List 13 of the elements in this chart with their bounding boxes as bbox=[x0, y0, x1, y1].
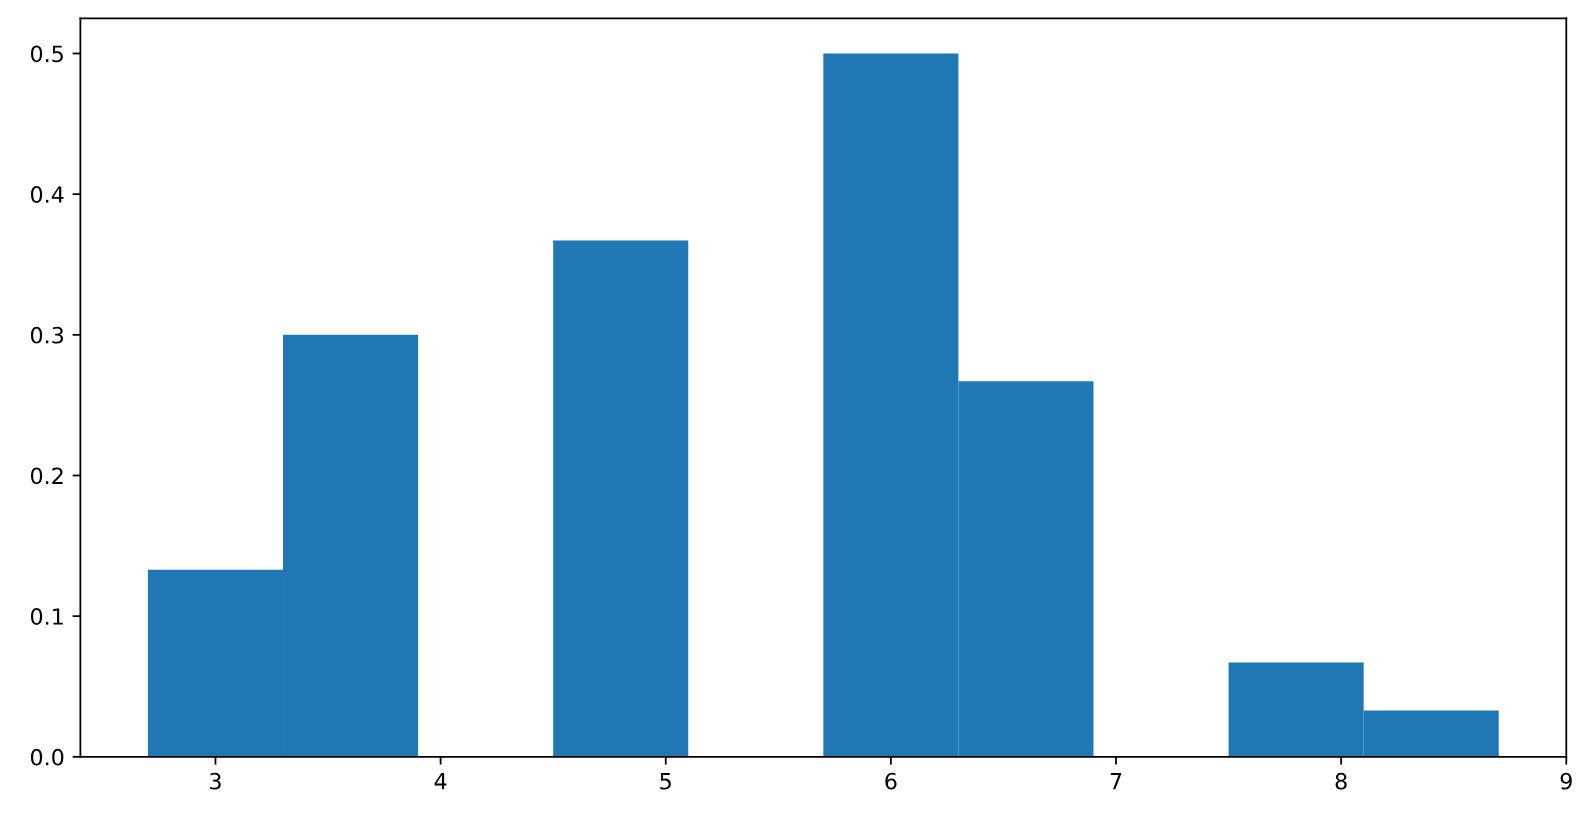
y-tick-label: 0.2 bbox=[30, 467, 63, 485]
x-tick-label: 5 bbox=[660, 773, 671, 790]
x-tick-label: 6 bbox=[885, 772, 897, 790]
x-tick-label: 3 bbox=[210, 772, 221, 790]
y-tick-label: 0.3 bbox=[30, 326, 64, 344]
y-tick-label: 0.0 bbox=[30, 748, 64, 766]
y-tick-label: 0.5 bbox=[30, 45, 63, 63]
x-tick-label: 4 bbox=[434, 773, 447, 790]
x-tick-label: 9 bbox=[1560, 772, 1572, 790]
y-tick-label: 0.1 bbox=[30, 608, 63, 625]
y-tick-label: 0.4 bbox=[30, 186, 64, 203]
x-tick-label: 8 bbox=[1335, 772, 1347, 790]
x-tick-label: 7 bbox=[1110, 773, 1122, 790]
